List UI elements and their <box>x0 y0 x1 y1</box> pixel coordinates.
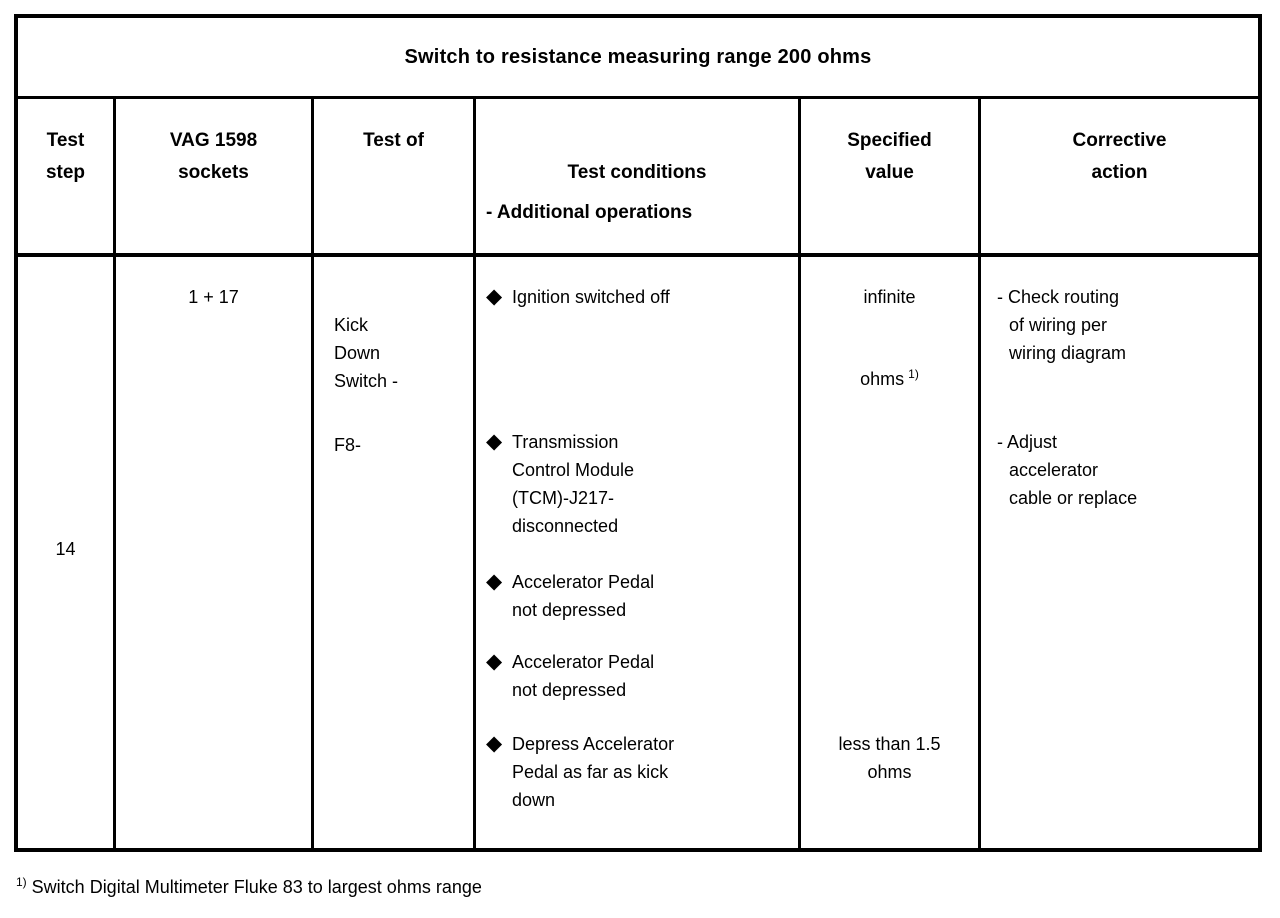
table-header-row: Test step VAG 1598 sockets Test of Test … <box>18 99 1258 257</box>
header-vag-1598-sockets: VAG 1598 sockets <box>116 99 314 253</box>
table-data-row: 14 1 + 17 Kick Down Switch - F8- ◆ Ignit… <box>18 257 1258 848</box>
cell-vag-sockets: 1 + 17 <box>116 257 314 848</box>
specified-value-ohms: ohms 1) <box>801 337 978 393</box>
condition-text: Depress Accelerator Pedal as far as kick… <box>512 734 675 810</box>
footnote-reference-mark: 1) <box>908 367 919 381</box>
socket-numbers: 1 + 17 <box>188 287 239 307</box>
cell-test-conditions: ◆ Ignition switched off ◆ Transmission C… <box>476 257 801 848</box>
cell-test-step: 14 <box>18 257 116 848</box>
test-procedure-table: Switch to resistance measuring range 200… <box>14 14 1262 852</box>
condition-item: ◆ Depress Accelerator Pedal as far as ki… <box>486 730 794 814</box>
header-specified-value: Specified value <box>801 99 981 253</box>
test-of-component-code: F8- <box>334 435 361 455</box>
condition-item: ◆ Accelerator Pedal not depressed <box>486 648 794 704</box>
test-of-component-name: Kick Down Switch - <box>334 315 399 391</box>
footnote-text: Switch Digital Multimeter Fluke 83 to la… <box>31 877 482 897</box>
test-of-component: Kick Down Switch - F8- <box>334 283 467 487</box>
condition-text: Ignition switched off <box>512 287 670 307</box>
header-test-step: Test step <box>18 99 116 253</box>
condition-text: Transmission Control Module (TCM)-J217- … <box>512 432 635 536</box>
header-test-conditions: Test conditions - Additional operations <box>476 99 801 253</box>
corrective-action-adjust-cable: - Adjust accelerator cable or replace <box>997 432 1138 508</box>
diamond-bullet-icon: ◆ <box>486 430 503 453</box>
table-title: Switch to resistance measuring range 200… <box>18 18 1258 99</box>
header-test-conditions-label: Test conditions <box>567 162 707 183</box>
corrective-action-check-routing: - Check routing of wiring per wiring dia… <box>997 287 1127 363</box>
condition-text: Accelerator Pedal not depressed <box>512 572 655 620</box>
diamond-bullet-icon: ◆ <box>486 732 503 755</box>
condition-item: ◆ Accelerator Pedal not depressed <box>486 568 794 624</box>
specified-value-less-than: less than 1.5 ohms <box>838 734 941 782</box>
condition-item: ◆ Transmission Control Module (TCM)-J217… <box>486 428 794 540</box>
cell-test-of: Kick Down Switch - F8- <box>314 257 476 848</box>
header-additional-operations-label: - Additional operations <box>486 202 693 223</box>
cell-corrective-action: - Check routing of wiring per wiring dia… <box>981 257 1258 848</box>
header-test-of: Test of <box>314 99 476 253</box>
cell-specified-value: infinite ohms 1) less than 1.5 ohms <box>801 257 981 848</box>
footnote: 1) Switch Digital Multimeter Fluke 83 to … <box>16 872 482 902</box>
diamond-bullet-icon: ◆ <box>486 570 503 593</box>
header-corrective-action: Corrective action <box>1072 130 1167 183</box>
diamond-bullet-icon: ◆ <box>486 650 503 673</box>
condition-text: Accelerator Pedal not depressed <box>512 652 655 700</box>
specified-value-infinite: infinite <box>863 287 916 307</box>
diamond-bullet-icon: ◆ <box>486 285 503 308</box>
condition-item: ◆ Ignition switched off <box>486 283 794 311</box>
specified-value-ohms-text: ohms <box>860 369 905 389</box>
test-step-number: 14 <box>55 539 76 559</box>
footnote-marker: 1) <box>16 875 27 889</box>
